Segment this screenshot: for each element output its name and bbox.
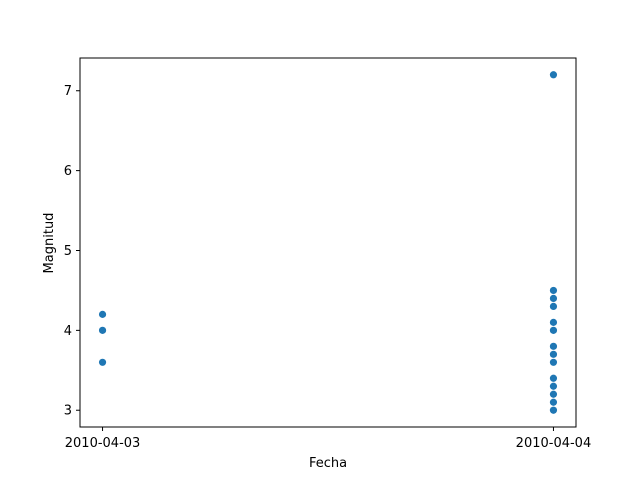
data-point [549, 406, 558, 414]
y-tick-label: 6 [64, 164, 72, 179]
data-point [549, 294, 558, 303]
plot-frame [79, 57, 577, 428]
data-point [549, 382, 558, 390]
data-point [549, 398, 558, 406]
data-point [549, 342, 558, 350]
data-point [549, 302, 558, 310]
data-point [549, 374, 558, 382]
data-points [98, 71, 558, 414]
data-point [98, 358, 107, 366]
x-axis: 2010-04-03 2010-04-04 [65, 427, 591, 451]
data-point [549, 358, 558, 366]
x-tick-label: 2010-04-04 [516, 436, 592, 451]
data-point [549, 326, 558, 334]
y-tick-label: 3 [64, 404, 72, 419]
data-point [549, 286, 558, 295]
x-tick-label: 2010-04-03 [65, 436, 141, 451]
y-tick-label: 5 [64, 244, 72, 259]
data-point [549, 71, 558, 79]
data-point [549, 318, 558, 326]
x-axis-label: Fecha [309, 456, 347, 471]
data-point [549, 350, 558, 358]
y-tick-label: 7 [64, 84, 72, 99]
y-axis-label: Magnitud [42, 213, 57, 274]
data-point [549, 390, 558, 398]
data-point [98, 326, 107, 334]
y-tick-label: 4 [64, 324, 72, 339]
data-point [98, 310, 107, 318]
y-axis: 3 4 5 6 7 [64, 84, 80, 419]
